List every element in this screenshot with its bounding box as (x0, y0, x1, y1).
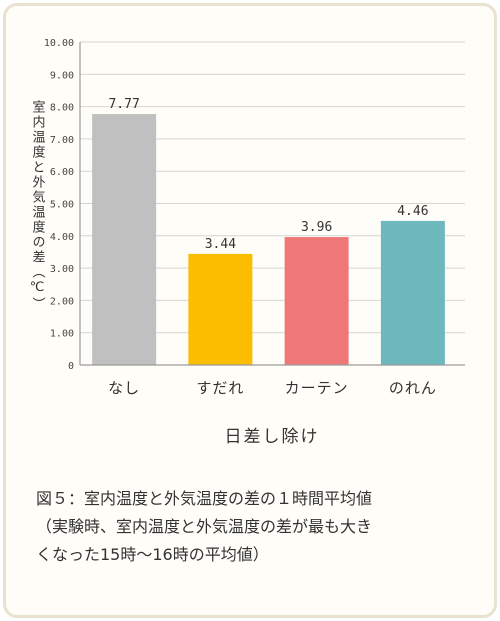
caption-line-2: （実験時、室内温度と外気温度の差が最も大き (36, 513, 476, 541)
y-tick-label: 2.00 (50, 296, 74, 307)
y-tick-label: 9.00 (50, 70, 74, 81)
category-label: のれん (389, 379, 437, 397)
category-label: すだれ (196, 379, 244, 397)
bar-1 (92, 114, 156, 365)
value-label: 3.96 (301, 220, 332, 235)
category-label: なし (108, 379, 140, 397)
figure-caption: 図５：室内温度と外気温度の差の１時間平均値 （実験時、室内温度と外気温度の差が最… (36, 485, 476, 569)
y-tick-label: 4.00 (50, 232, 74, 243)
bars (92, 114, 445, 365)
bar-chart: 0 1.00 2.00 3.00 4.00 5.00 6.00 7.00 8.00 9.00 10.… (0, 0, 500, 480)
bar-2 (188, 254, 252, 365)
y-tick-label: 0 (68, 361, 74, 372)
x-tick-labels: なし すだれ カーテン のれん (108, 379, 437, 397)
value-labels: 7.77 3.44 3.96 4.46 (108, 97, 428, 252)
value-label: 4.46 (397, 204, 428, 219)
y-tick-label: 10.00 (44, 38, 74, 49)
value-label: 3.44 (205, 237, 236, 252)
y-tick-label: 3.00 (50, 264, 74, 275)
caption-line-1: 図５：室内温度と外気温度の差の１時間平均値 (36, 485, 476, 513)
category-label: カーテン (285, 379, 349, 397)
y-tick-label: 8.00 (50, 103, 74, 114)
y-tick-label: 1.00 (50, 329, 74, 340)
y-axis-title: 室内温度と外気温度の差（℃） (30, 99, 46, 312)
y-tick-label: 5.00 (50, 200, 74, 211)
value-label: 7.77 (108, 97, 139, 112)
y-tick-labels: 0 1.00 2.00 3.00 4.00 5.00 6.00 7.00 8.00 9.00 10.… (44, 38, 74, 372)
y-tick-label: 7.00 (50, 135, 74, 146)
bar-4 (381, 221, 445, 365)
y-tick-label: 6.00 (50, 167, 74, 178)
caption-line-3: くなった15時〜16時の平均値） (36, 541, 476, 569)
x-axis-title: 日差し除け (225, 427, 320, 447)
bar-3 (285, 237, 349, 365)
